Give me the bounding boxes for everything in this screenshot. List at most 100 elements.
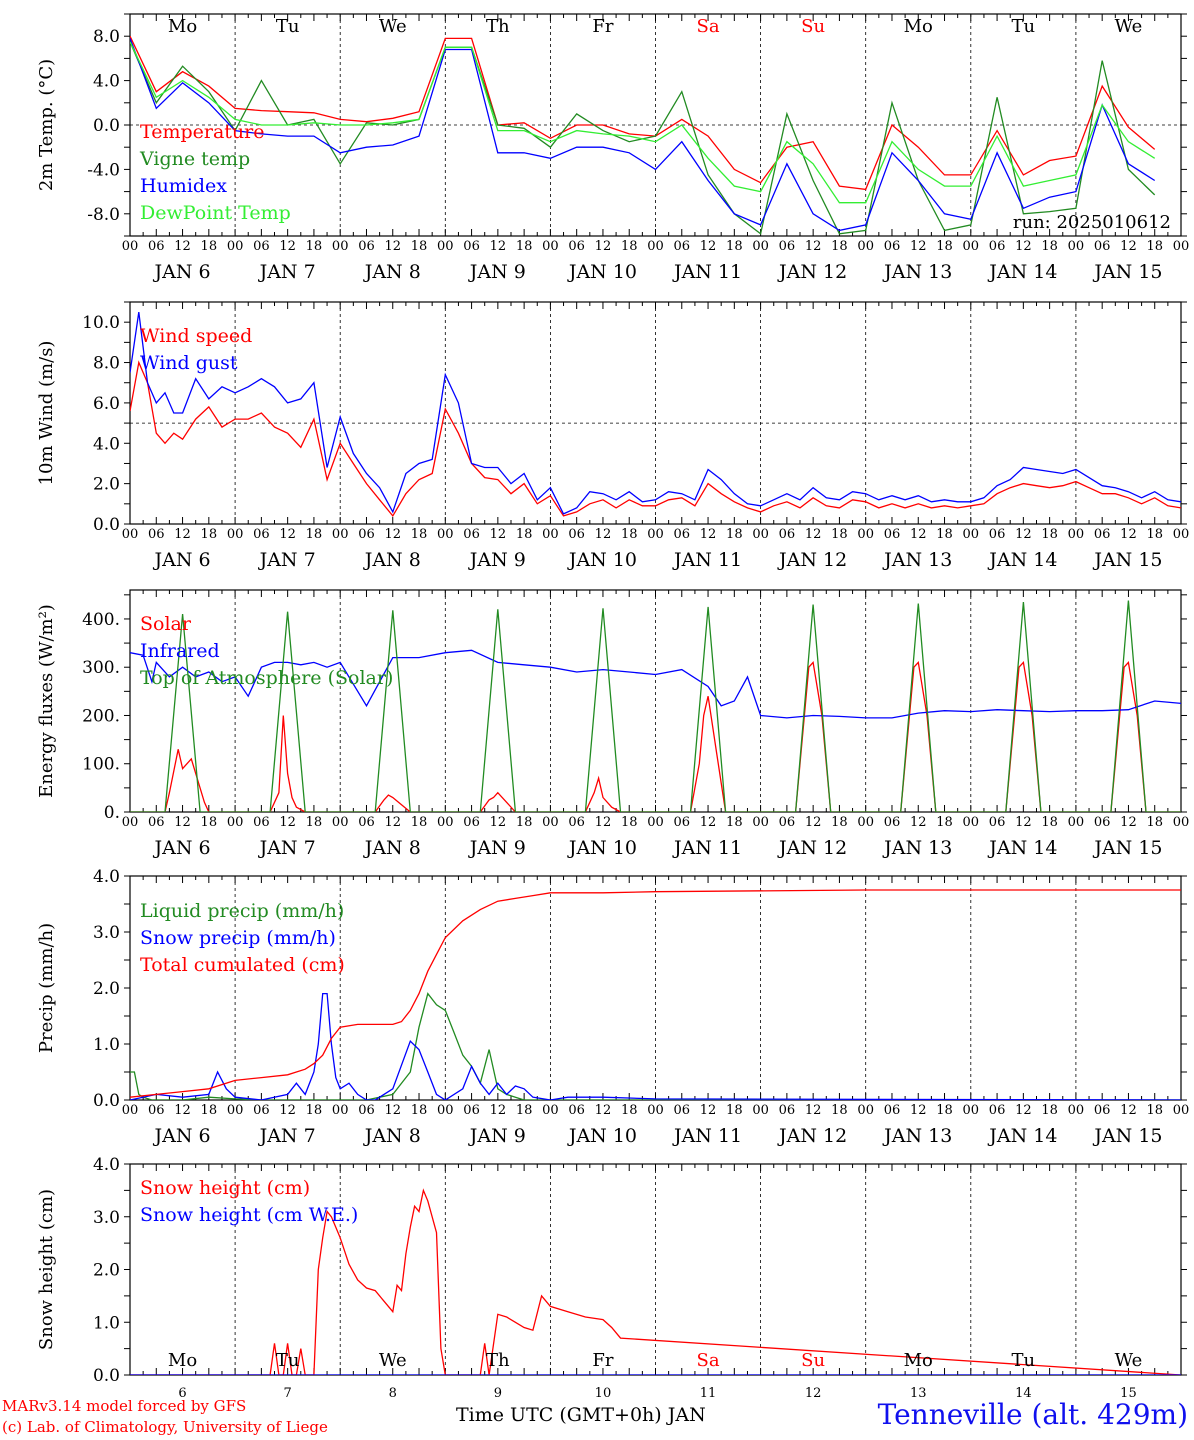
hour-label: 00	[437, 527, 454, 542]
hour-label: 18	[1146, 1103, 1163, 1118]
hour-label: 00	[857, 1103, 874, 1118]
y-tick-label: 0.0	[93, 515, 120, 535]
hour-label: 06	[1094, 527, 1111, 542]
hour-label: 18	[306, 527, 323, 542]
y-axis-title: Precip (mm/h)	[36, 923, 57, 1053]
hour-label: 00	[752, 1103, 769, 1118]
series-line-wind-gust	[130, 312, 1181, 515]
panel-1: -8.0 -4.0 0.0 4.0 8.0 2m Temp. (°C) Mo Tu We Th Fr…	[36, 13, 1189, 283]
hour-label: 00	[227, 527, 244, 542]
hour-label: 06	[1094, 239, 1111, 254]
hour-label: 06	[884, 239, 901, 254]
y-axis-title: 2m Temp. (°C)	[36, 59, 57, 191]
hour-label: 00	[122, 239, 139, 254]
y-tick-label: 200.	[82, 706, 120, 726]
day-number: 8	[389, 1386, 397, 1401]
y-tick-label: 10.0	[82, 313, 120, 333]
hour-label: 06	[884, 815, 901, 830]
date-label: JAN 12	[777, 549, 847, 571]
y-tick-label: -8.0	[87, 205, 120, 225]
date-label: JAN 15	[1092, 1125, 1162, 1147]
date-label: JAN 13	[882, 261, 952, 283]
hour-label: 00	[752, 527, 769, 542]
hour-label: 06	[674, 815, 691, 830]
day-label: Sa	[697, 16, 720, 37]
date-label: JAN 6	[153, 837, 211, 859]
hour-label: 00	[963, 815, 980, 830]
hour-label: 18	[306, 1103, 323, 1118]
hour-label: 12	[910, 239, 927, 254]
date-label: JAN 7	[258, 549, 316, 571]
hour-label: 12	[1120, 1103, 1137, 1118]
date-label: JAN 10	[567, 261, 637, 283]
day-label: Mo	[168, 16, 197, 37]
panel-5: 0.0 1.0 2.0 3.0 4.0 Snow height (cm) Snow heig…	[36, 1155, 1187, 1401]
hour-label: 00	[752, 239, 769, 254]
hour-label: 06	[989, 239, 1006, 254]
hour-label: 06	[779, 527, 796, 542]
hour-label: 18	[516, 527, 533, 542]
series-line-temperature	[130, 35, 1156, 191]
legend-entry: Total cumulated (cm)	[140, 954, 345, 976]
hour-label: 12	[1015, 815, 1032, 830]
hour-label: 06	[989, 1103, 1006, 1118]
hour-label: 18	[1146, 815, 1163, 830]
legend-entry: Snow height (cm W.E.)	[140, 1204, 358, 1226]
date-label: JAN 15	[1092, 261, 1162, 283]
run-annotation: run: 2025010612	[1013, 212, 1171, 233]
date-label: JAN 11	[672, 549, 742, 571]
y-tick-label: 4.0	[93, 867, 120, 887]
series-line-infrared	[130, 649, 1181, 719]
hour-label: 00	[542, 815, 559, 830]
hour-label: 00	[332, 815, 349, 830]
hour-label: 12	[700, 527, 717, 542]
hour-label: 18	[201, 815, 218, 830]
hour-label: 12	[490, 527, 507, 542]
day-label: Su	[801, 1350, 825, 1371]
hour-label: 18	[831, 527, 848, 542]
hour-label: 12	[1015, 239, 1032, 254]
day-label: Th	[486, 1350, 510, 1371]
hour-label: 12	[384, 815, 401, 830]
hour-label: 12	[174, 527, 191, 542]
panel-2: 0.0 2.0 4.0 6.0 8.0 10.0 10m Wind (m/s) Wind sp…	[36, 301, 1189, 571]
date-label: JAN 15	[1092, 549, 1162, 571]
y-tick-label: 1.0	[93, 1313, 120, 1333]
hour-label: 00	[963, 239, 980, 254]
hour-label: 06	[463, 815, 480, 830]
hour-label: 18	[201, 1103, 218, 1118]
hour-label: 12	[279, 527, 296, 542]
legend-entry: DewPoint Temp	[140, 202, 291, 224]
hour-label: 12	[805, 239, 822, 254]
hour-label: 18	[1041, 239, 1058, 254]
date-label: JAN 13	[882, 549, 952, 571]
hour-label: 06	[779, 1103, 796, 1118]
day-label: Mo	[904, 1350, 933, 1371]
hour-label: 12	[805, 1103, 822, 1118]
hour-label: 00	[122, 815, 139, 830]
date-label: JAN 15	[1092, 837, 1162, 859]
hour-label: 00	[647, 815, 664, 830]
hour-label: 06	[358, 815, 375, 830]
hour-label: 06	[1094, 1103, 1111, 1118]
legend-entry: Humidex	[140, 175, 227, 197]
hour-label: 06	[148, 815, 165, 830]
date-label: JAN 6	[153, 1125, 211, 1147]
hour-label: 06	[568, 527, 585, 542]
hour-label: 18	[516, 1103, 533, 1118]
y-tick-label: 100.	[82, 755, 120, 775]
hour-label: 12	[595, 1103, 612, 1118]
hour-label: 12	[805, 815, 822, 830]
date-label: JAN 13	[882, 1125, 952, 1147]
date-label: JAN 14	[987, 549, 1057, 571]
y-tick-label: 400.	[82, 610, 120, 630]
hour-label: 18	[201, 527, 218, 542]
date-label: JAN 8	[363, 549, 421, 571]
hour-label: 12	[1120, 815, 1137, 830]
hour-label: 06	[989, 527, 1006, 542]
hour-label: 06	[253, 527, 270, 542]
date-label: JAN 8	[363, 1125, 421, 1147]
date-label: JAN 10	[567, 549, 637, 571]
date-label: JAN 7	[258, 261, 316, 283]
